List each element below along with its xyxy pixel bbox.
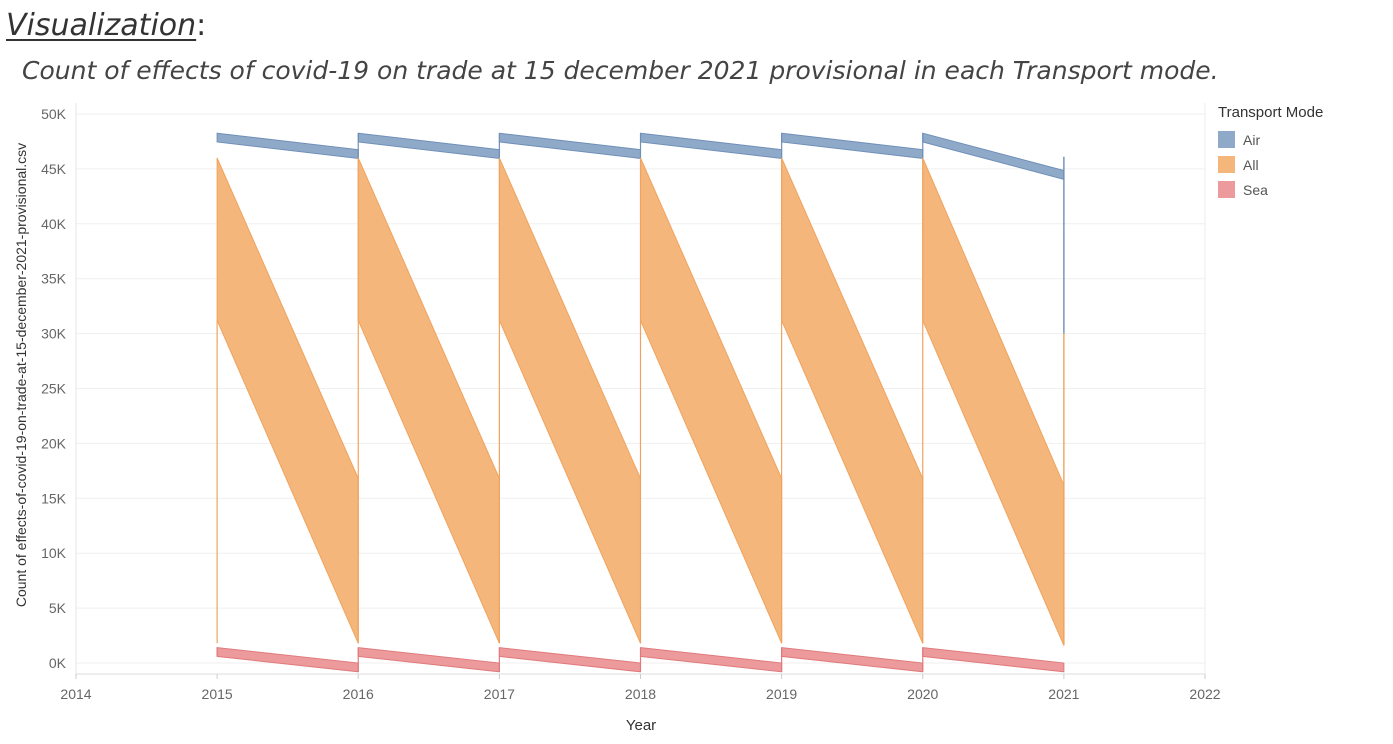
legend-label-air: Air <box>1243 131 1261 148</box>
legend-swatch-sea <box>1218 181 1235 198</box>
data-edge-lines <box>216 133 1065 672</box>
band-air <box>216 132 359 160</box>
band-air <box>357 132 500 160</box>
chart-subtitle: Count of effects of covid-19 on trade at… <box>22 56 1219 85</box>
y-tick-label: 5K <box>49 600 67 616</box>
legend-swatch-all <box>1218 156 1235 173</box>
x-tick-label: 2014 <box>60 686 91 702</box>
band-all <box>640 157 783 644</box>
heading-colon: : <box>196 8 207 43</box>
legend-label-all: All <box>1243 156 1259 173</box>
band-all <box>357 157 500 644</box>
band-air <box>640 132 783 160</box>
band-all <box>781 157 924 644</box>
band-sea <box>640 647 783 673</box>
band-sea <box>357 647 500 673</box>
band-sea <box>922 647 1065 673</box>
legend-item-all[interactable]: All <box>1218 152 1323 177</box>
legend-label-sea: Sea <box>1243 181 1268 198</box>
legend-item-sea[interactable]: Sea <box>1218 177 1323 202</box>
x-tick-label: 2021 <box>1048 686 1079 702</box>
x-axis-label: Year <box>626 717 656 734</box>
y-tick-label: 20K <box>41 435 67 451</box>
x-tick-label: 2016 <box>343 686 374 702</box>
x-tick-label: 2019 <box>766 686 797 702</box>
y-tick-label: 45K <box>41 161 67 177</box>
y-axis-label: Count of effects-of-covid-19-on-trade-at… <box>13 143 29 607</box>
y-tick-label: 30K <box>41 326 67 342</box>
y-tick-label: 35K <box>41 271 67 287</box>
band-air <box>781 132 924 160</box>
legend: Transport Mode Air All Sea <box>1218 104 1323 202</box>
x-tick-label: 2015 <box>202 686 233 702</box>
axes: 0K 5K 10K 15K 20K 25K 30K 35K 40K 45K 50K 2014 2015 2… <box>41 103 1221 702</box>
y-tick-label: 10K <box>41 545 67 561</box>
band-sea <box>498 647 641 673</box>
legend-item-air[interactable]: Air <box>1218 127 1323 152</box>
legend-title: Transport Mode <box>1218 104 1324 121</box>
heading: Visualization: <box>6 8 206 43</box>
legend-swatch-air <box>1218 131 1235 148</box>
band-sea <box>216 647 359 673</box>
x-tick-label: 2017 <box>484 686 515 702</box>
band-all <box>216 157 359 644</box>
band-sea <box>781 647 924 673</box>
band-air <box>498 132 641 160</box>
band-all <box>922 157 1065 646</box>
x-tick-label: 2020 <box>907 686 938 702</box>
band-air <box>922 132 1065 180</box>
x-tick-label: 2022 <box>1189 686 1220 702</box>
x-tick-label: 2018 <box>625 686 656 702</box>
y-tick-label: 0K <box>49 655 67 671</box>
y-tick-label: 50K <box>41 106 67 122</box>
y-tick-label: 15K <box>41 490 67 506</box>
y-tick-label: 25K <box>41 381 67 397</box>
heading-word: Visualization <box>6 8 197 43</box>
y-tick-label: 40K <box>41 216 67 232</box>
band-all <box>498 157 641 644</box>
